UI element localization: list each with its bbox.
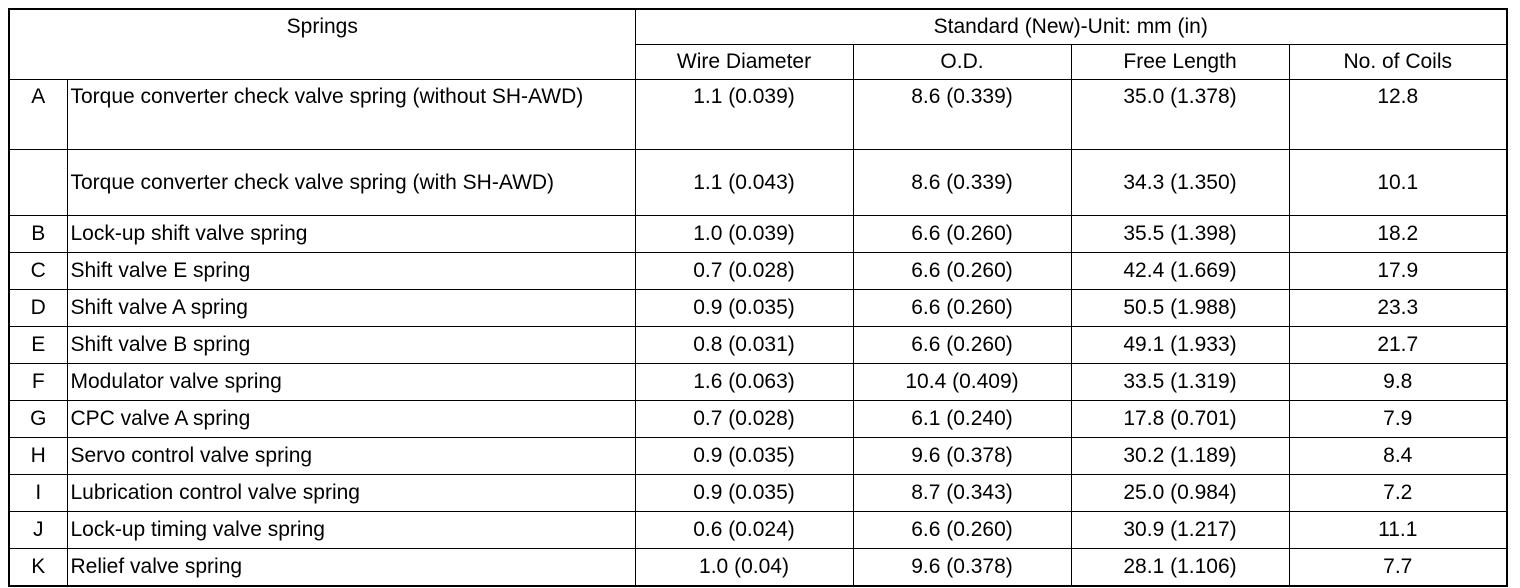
spring-name: Shift valve B spring: [66, 326, 636, 364]
column-header: Wire Diameter: [634, 44, 854, 80]
spring-name: Modulator valve spring: [66, 363, 636, 401]
spec-value: 1.1 (0.043): [634, 149, 854, 216]
spec-value: 8.4: [1288, 437, 1508, 475]
spec-value: 6.6 (0.260): [852, 326, 1072, 364]
spec-value: 33.5 (1.319): [1070, 363, 1290, 401]
row-letter: A: [8, 79, 68, 150]
spec-value: 11.1: [1288, 511, 1508, 549]
spec-value: 34.3 (1.350): [1070, 149, 1290, 216]
spring-name: CPC valve A spring: [66, 400, 636, 438]
table-row: J Lock-up timing valve spring 0.6 (0.024) 6…: [8, 511, 1508, 549]
table-row: I Lubrication control valve spring 0.9 (0.…: [8, 474, 1508, 512]
spec-value: 17.9: [1288, 252, 1508, 290]
spec-value: 35.0 (1.378): [1070, 79, 1290, 150]
spec-value: 0.7 (0.028): [634, 400, 854, 438]
spec-value: 49.1 (1.933): [1070, 326, 1290, 364]
spec-value: 10.1: [1288, 149, 1508, 216]
spring-name: Lock-up timing valve spring: [66, 511, 636, 549]
spec-value: 12.8: [1288, 79, 1508, 150]
column-header: No. of Coils: [1288, 44, 1508, 80]
spec-value: 9.6 (0.378): [852, 548, 1072, 587]
spec-value: 6.6 (0.260): [852, 511, 1072, 549]
spec-value: 28.1 (1.106): [1070, 548, 1290, 587]
spec-value: 1.0 (0.039): [634, 215, 854, 253]
spec-value: 6.1 (0.240): [852, 400, 1072, 438]
spec-value: 18.2: [1288, 215, 1508, 253]
table-row: F Modulator valve spring 1.6 (0.063) 10.4 (…: [8, 363, 1508, 401]
spec-value: 23.3: [1288, 289, 1508, 327]
spec-value: 1.0 (0.04): [634, 548, 854, 587]
table-row: C Shift valve E spring 0.7 (0.028) 6.6 (0.2…: [8, 252, 1508, 290]
column-header: O.D.: [852, 44, 1072, 80]
spring-name: Torque converter check valve spring (wit…: [66, 79, 636, 150]
table-row: H Servo control valve spring 0.9 (0.035) 9.…: [8, 437, 1508, 475]
row-letter: K: [8, 548, 68, 587]
table-row: B Lock-up shift valve spring 1.0 (0.039) 6.…: [8, 215, 1508, 253]
spec-value: 7.9: [1288, 400, 1508, 438]
spring-table: Springs Standard (New)-Unit: mm (in) Wir…: [8, 8, 1508, 587]
row-letter: [8, 149, 68, 216]
spec-value: 9.6 (0.378): [852, 437, 1072, 475]
row-letter: I: [8, 474, 68, 512]
row-letter: E: [8, 326, 68, 364]
row-letter: D: [8, 289, 68, 327]
spec-value: 35.5 (1.398): [1070, 215, 1290, 253]
spec-value: 0.9 (0.035): [634, 474, 854, 512]
row-letter: J: [8, 511, 68, 549]
spec-value: 8.6 (0.339): [852, 149, 1072, 216]
spec-value: 6.6 (0.260): [852, 215, 1072, 253]
spring-name: Torque converter check valve spring (wit…: [66, 149, 636, 216]
spec-value: 1.1 (0.039): [634, 79, 854, 150]
spec-value: 8.7 (0.343): [852, 474, 1072, 512]
spec-value: 0.7 (0.028): [634, 252, 854, 290]
row-letter: C: [8, 252, 68, 290]
table-row: E Shift valve B spring 0.8 (0.031) 6.6 (0.2…: [8, 326, 1508, 364]
spec-value: 7.2: [1288, 474, 1508, 512]
spec-value: 0.6 (0.024): [634, 511, 854, 549]
header-cell: Standard (New)-Unit: mm (in): [634, 8, 1508, 45]
row-letter: B: [8, 215, 68, 253]
spring-name: Lock-up shift valve spring: [66, 215, 636, 253]
spec-value: 30.2 (1.189): [1070, 437, 1290, 475]
spec-value: 50.5 (1.988): [1070, 289, 1290, 327]
spec-value: 21.7: [1288, 326, 1508, 364]
spec-value: 7.7: [1288, 548, 1508, 587]
table-row: Torque converter check valve spring (wit…: [8, 149, 1508, 216]
spec-value: 9.8: [1288, 363, 1508, 401]
table-row: K Relief valve spring 1.0 (0.04) 9.6 (0.378…: [8, 548, 1508, 587]
spec-value: 0.9 (0.035): [634, 437, 854, 475]
row-letter: F: [8, 363, 68, 401]
spec-value: 8.6 (0.339): [852, 79, 1072, 150]
table-row: A Torque converter check valve spring (wi…: [8, 79, 1508, 150]
spec-value: 0.9 (0.035): [634, 289, 854, 327]
spec-value: 0.8 (0.031): [634, 326, 854, 364]
spec-value: 10.4 (0.409): [852, 363, 1072, 401]
spec-value: 1.6 (0.063): [634, 363, 854, 401]
spec-value: 42.4 (1.669): [1070, 252, 1290, 290]
table-row: G CPC valve A spring 0.7 (0.028) 6.1 (0.240…: [8, 400, 1508, 438]
spec-value: 6.6 (0.260): [852, 289, 1072, 327]
spring-name: Lubrication control valve spring: [66, 474, 636, 512]
column-header: Free Length: [1070, 44, 1290, 80]
spec-value: 17.8 (0.701): [1070, 400, 1290, 438]
spec-value: 6.6 (0.260): [852, 252, 1072, 290]
spec-value: 30.9 (1.217): [1070, 511, 1290, 549]
spring-name: Shift valve A spring: [66, 289, 636, 327]
spec-value: 25.0 (0.984): [1070, 474, 1290, 512]
row-letter: G: [8, 400, 68, 438]
spring-name: Relief valve spring: [66, 548, 636, 587]
spring-name: Shift valve E spring: [66, 252, 636, 290]
row-letter: H: [8, 437, 68, 475]
header-cell: Springs: [8, 8, 636, 80]
table-row: D Shift valve A spring 0.9 (0.035) 6.6 (0.2…: [8, 289, 1508, 327]
spring-name: Servo control valve spring: [66, 437, 636, 475]
